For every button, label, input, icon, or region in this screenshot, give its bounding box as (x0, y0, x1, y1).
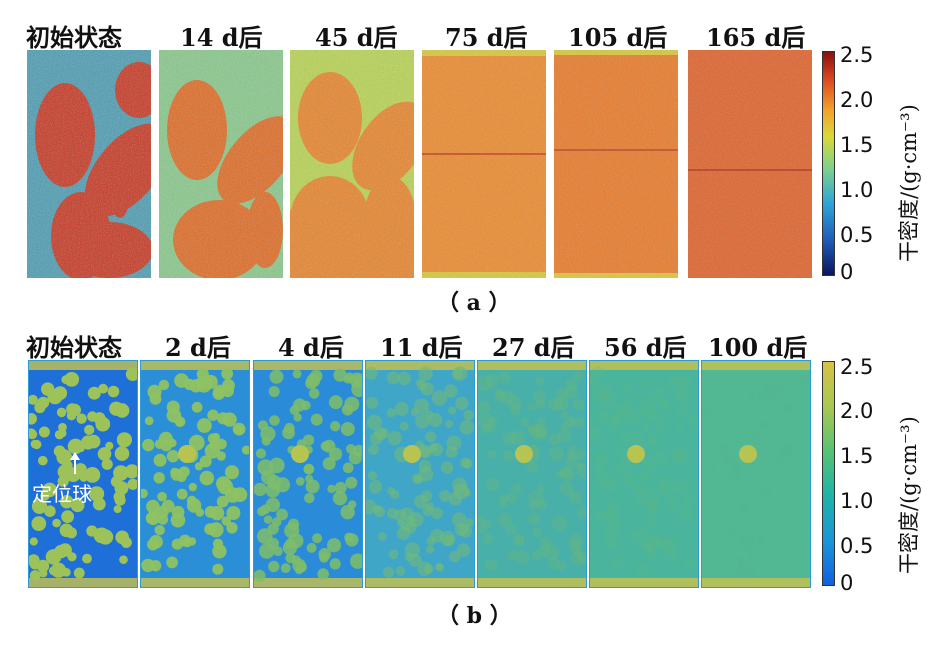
colorbar-a-title: 干密度/(g·cm⁻³) (897, 104, 921, 262)
panel-a-image-4 (554, 50, 678, 278)
panel-b-image-6 (701, 360, 811, 588)
panel-a-image-5 (688, 50, 812, 278)
colorbar-a-tick-2: 1.5 (840, 133, 874, 157)
panel-b-label-3: 11 d后 (380, 333, 463, 362)
panel-b-image-1 (140, 360, 250, 588)
colorbar-b-tick-2: 1.5 (840, 444, 874, 468)
panel-b-label-4: 27 d后 (492, 333, 575, 362)
colorbar-b-tick-4: 0.5 (840, 534, 874, 558)
panel-a-image-2 (290, 50, 414, 278)
panel-b-label-1: 2 d后 (165, 333, 231, 362)
panel-b-svg-0 (28, 360, 138, 588)
panel-b-image-3 (365, 360, 475, 588)
panel-a-svg-3 (422, 50, 546, 278)
panel-b-caption: （ b ） (437, 603, 512, 629)
locator-arrow-icon (68, 452, 82, 480)
colorbar-a-tick-1: 2.0 (840, 88, 874, 112)
panel-b-image-5 (589, 360, 699, 588)
panel-a-label-0: 初始状态 (26, 23, 122, 52)
colorbar-a-tick-5: 0 (840, 260, 854, 284)
panel-b-label-0: 初始状态 (26, 333, 122, 362)
panel-b-svg-4 (477, 360, 587, 588)
locator-label: 定位球 (32, 482, 92, 506)
colorbar-b-tick-3: 1.0 (840, 489, 874, 513)
panel-a-svg-4 (554, 50, 678, 278)
panel-b-svg-5 (589, 360, 699, 588)
colorbar-b-tick-1: 2.0 (840, 399, 874, 423)
panel-b-svg-2 (253, 360, 363, 588)
panel-a-label-1: 14 d后 (180, 23, 263, 52)
panel-a-svg-2 (290, 50, 414, 278)
panel-b-image-2 (253, 360, 363, 588)
panel-a-image-1 (159, 50, 283, 278)
colorbar-b-tick-5: 0 (840, 571, 854, 595)
panel-a-label-2: 45 d后 (315, 23, 398, 52)
colorbar-b (822, 361, 835, 586)
panel-b-label-5: 56 d后 (604, 333, 687, 362)
colorbar-b-title: 干密度/(g·cm⁻³) (897, 416, 921, 574)
panel-a-image-3 (422, 50, 546, 278)
panel-a-svg-5 (688, 50, 812, 278)
panel-b-label-2: 4 d后 (278, 333, 344, 362)
colorbar-a-tick-4: 0.5 (840, 223, 874, 247)
panel-b-label-6: 100 d后 (708, 333, 808, 362)
colorbar-b-tick-0: 2.5 (840, 355, 874, 379)
panel-b-image-0 (28, 360, 138, 588)
panel-a-label-5: 165 d后 (706, 23, 806, 52)
panel-b-svg-1 (140, 360, 250, 588)
panel-a-label-4: 105 d后 (568, 23, 668, 52)
panel-a-label-3: 75 d后 (445, 23, 528, 52)
colorbar-a (822, 51, 835, 276)
colorbar-a-tick-0: 2.5 (840, 43, 874, 67)
panel-a-caption: （ a ） (437, 290, 511, 316)
panel-a-image-0 (27, 50, 151, 278)
panel-a-svg-0 (27, 50, 151, 278)
panel-b-image-4 (477, 360, 587, 588)
panel-b-svg-3 (365, 360, 475, 588)
colorbar-a-tick-3: 1.0 (840, 178, 874, 202)
panel-b-svg-6 (701, 360, 811, 588)
panel-a-svg-1 (159, 50, 283, 278)
